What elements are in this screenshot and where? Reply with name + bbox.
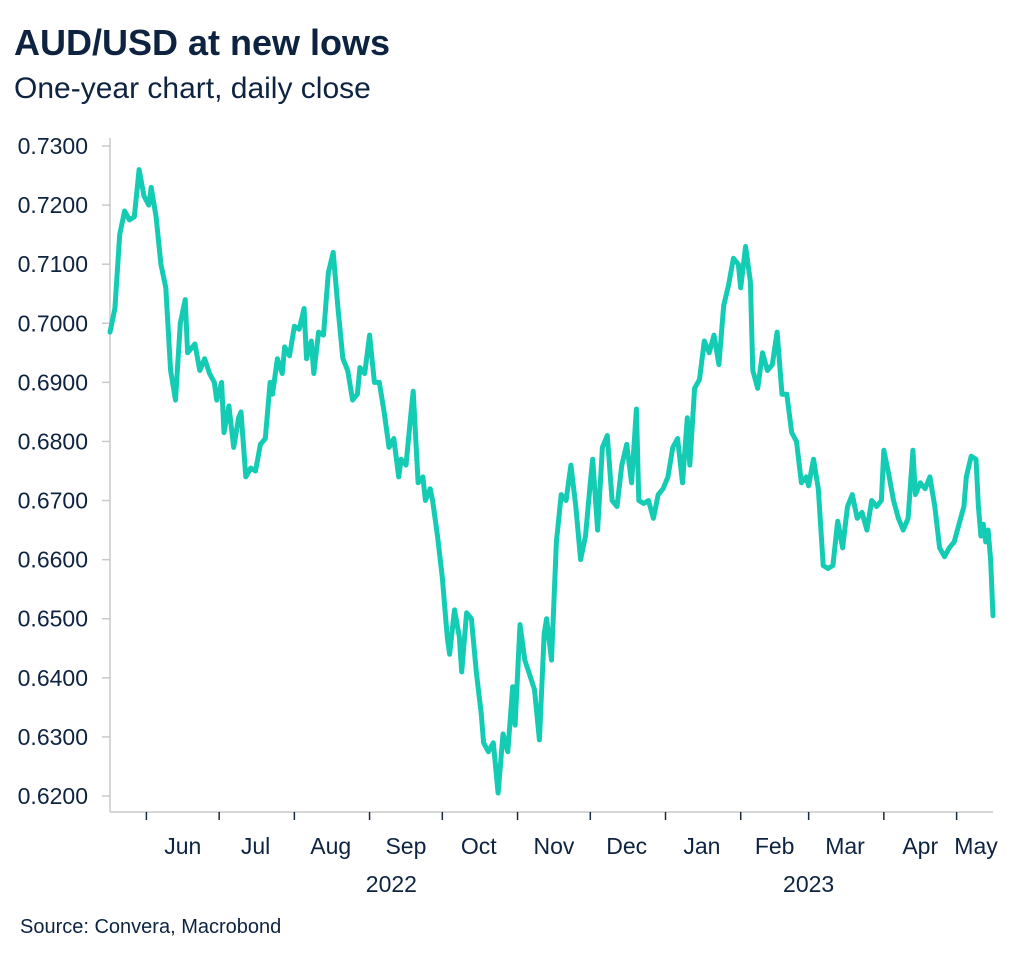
- x-tick-label: May: [954, 833, 998, 859]
- y-tick-label: 0.6700: [18, 488, 88, 514]
- x-tick-label: Jun: [164, 833, 201, 859]
- x-tick-label: Nov: [533, 833, 574, 859]
- x-tick-label: Aug: [310, 833, 351, 859]
- source-note: Source: Convera, Macrobond: [20, 916, 282, 938]
- y-tick-label: 0.6600: [18, 547, 88, 573]
- y-tick-label: 0.6200: [18, 783, 88, 809]
- chart-subtitle: One-year chart, daily close: [14, 72, 371, 105]
- x-tick-label: Sep: [385, 833, 426, 859]
- plot-area: [107, 167, 996, 796]
- y-tick-label: 0.7200: [18, 192, 88, 218]
- x-tick-label: Jul: [241, 833, 270, 859]
- y-tick-label: 0.6500: [18, 606, 88, 632]
- x-year-label: 2022: [366, 871, 417, 897]
- y-tick-label: 0.6300: [18, 724, 88, 750]
- x-tick-label: Feb: [755, 833, 795, 859]
- x-tick-label: Oct: [461, 833, 497, 859]
- y-tick-label: 0.7100: [18, 251, 88, 277]
- x-tick-label: Dec: [606, 833, 647, 859]
- y-axis: 0.7300 0.7200 0.7100 0.7000 0.6900 0.6800 0.67…: [18, 133, 111, 812]
- x-tick-label: Jan: [683, 833, 720, 859]
- x-tick-label: Apr: [902, 833, 938, 859]
- x-tick-label: Mar: [825, 833, 865, 859]
- y-tick-label: 0.6800: [18, 428, 88, 454]
- x-year-label: 2023: [783, 871, 834, 897]
- chart-title: AUD/USD at new lows: [14, 22, 391, 63]
- x-axis: Jun Jul Aug Sep Oct Nov Dec Jan Feb Mar Apr May 2022…: [110, 811, 998, 897]
- series-line-0: [107, 167, 996, 796]
- y-tick-label: 0.6900: [18, 369, 88, 395]
- y-tick-label: 0.6400: [18, 665, 88, 691]
- y-tick-label: 0.7300: [18, 133, 88, 159]
- y-tick-label: 0.7000: [18, 310, 88, 336]
